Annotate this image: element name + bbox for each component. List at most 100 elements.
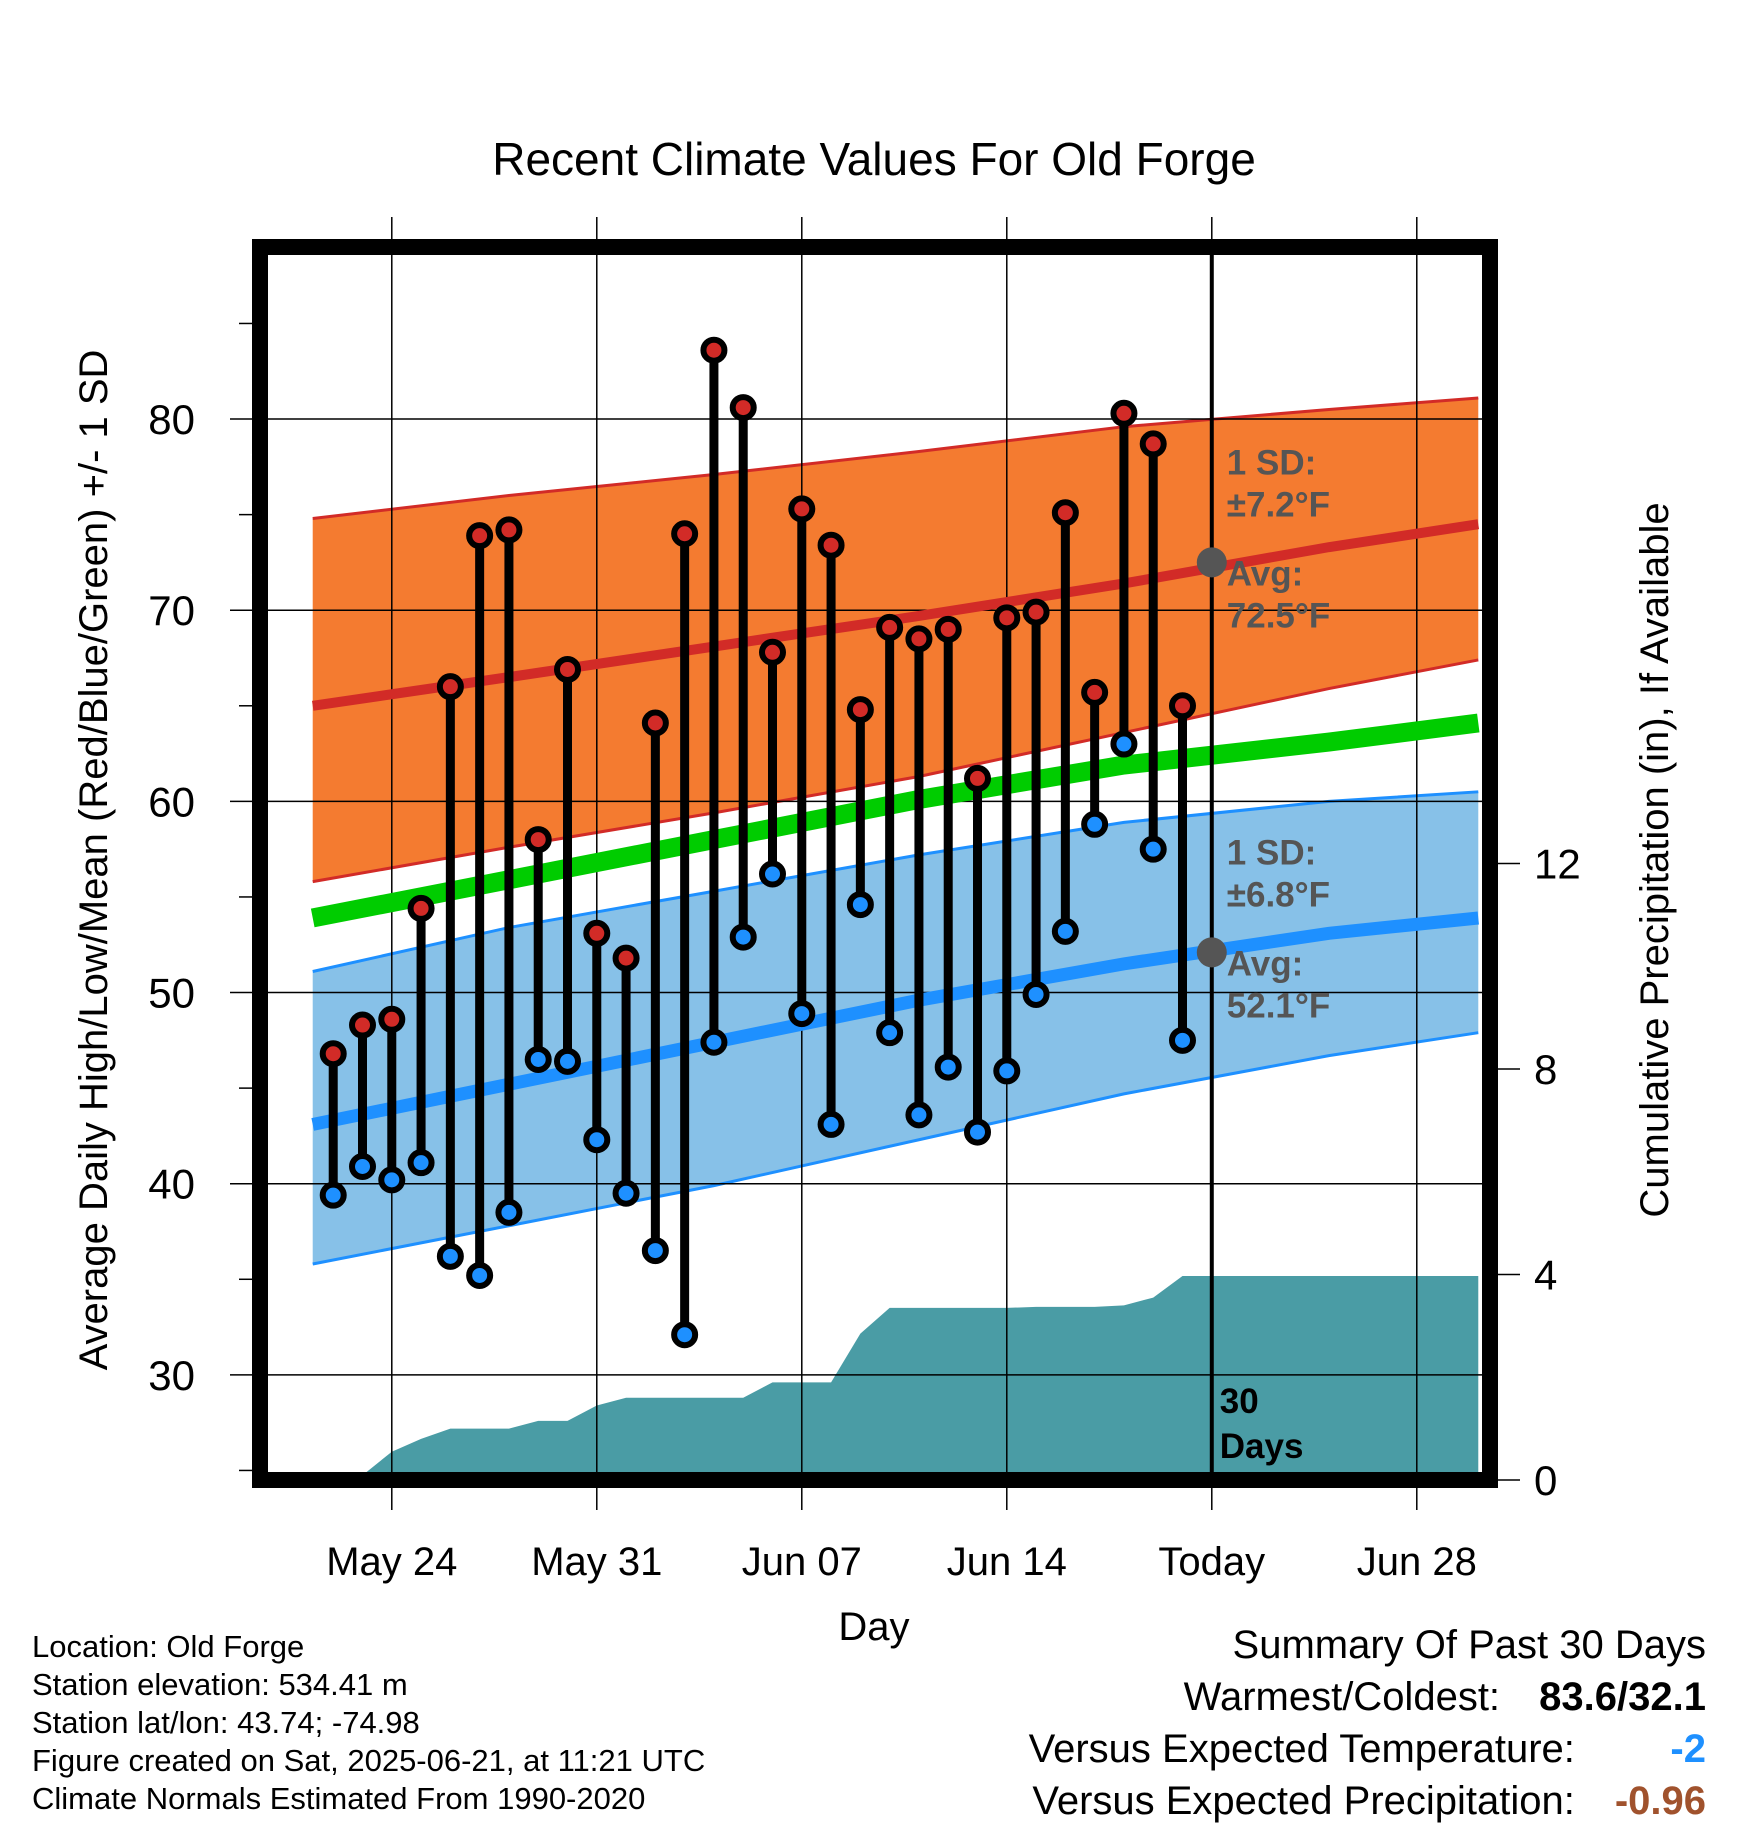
high-temp-marker (466, 522, 494, 550)
y-tick-label: 40 (148, 1161, 195, 1208)
high-temp-marker (612, 944, 640, 972)
high-avg-label: Avg: (1227, 554, 1303, 593)
y2-tick-label: 8 (1534, 1046, 1557, 1093)
high-temp-marker (700, 336, 728, 364)
low-avg-label: Avg: (1227, 944, 1303, 983)
low-temp-marker (466, 1261, 494, 1289)
high-temp-marker (1110, 399, 1138, 427)
high-sd-upper-line (312, 396, 1479, 520)
high-temp-marker (1139, 430, 1167, 458)
low-temp-marker (583, 1126, 611, 1154)
low-temp-marker (905, 1101, 933, 1129)
elevation-text: Station elevation: 534.41 m (32, 1667, 408, 1702)
high-temp-marker (1081, 678, 1109, 706)
high-temp-marker (817, 531, 845, 559)
high-temp-marker (319, 1040, 347, 1068)
low-temp-marker (876, 1019, 904, 1047)
warmest-coldest-value: 83.6/32.1 (1539, 1675, 1706, 1719)
low-temp-marker (1169, 1026, 1196, 1054)
high-temp-marker (1169, 692, 1196, 720)
low-temp-marker (700, 1028, 728, 1056)
high-temp-marker (846, 696, 874, 724)
high-sd-value: ±7.2°F (1227, 486, 1330, 525)
low-temp-marker (641, 1237, 669, 1265)
high-temp-marker (495, 516, 523, 544)
precip-label: Versus Expected Precipitation: (1032, 1779, 1575, 1823)
y2-tick-label: 0 (1534, 1457, 1557, 1504)
plot-frame (252, 239, 1498, 1488)
x-tick-label: Jun 07 (742, 1540, 862, 1584)
normals-text: Climate Normals Estimated From 1990-2020 (32, 1781, 646, 1816)
x-tick-label: Jun 28 (1357, 1540, 1477, 1584)
high-temp-marker (524, 826, 552, 854)
x-axis-label: Day (838, 1605, 909, 1649)
low-temp-marker (1110, 730, 1138, 758)
low-temp-marker (964, 1118, 991, 1146)
low-temp-marker (729, 923, 757, 951)
location-text: Location: Old Forge (32, 1629, 305, 1664)
high-avg-value: 72.5°F (1227, 596, 1331, 635)
high-temp-marker (729, 394, 757, 422)
high-temp-marker (407, 894, 435, 922)
temp-value: -2 (1670, 1727, 1706, 1771)
high-temp-marker (876, 613, 904, 641)
x-tick-label: Jun 14 (947, 1540, 1067, 1584)
high-temp-marker (905, 625, 933, 653)
y2-tick-label: 4 (1534, 1252, 1557, 1299)
x-tick-label: May 24 (326, 1540, 457, 1584)
low-temp-marker (612, 1179, 640, 1207)
low-temp-marker (1081, 810, 1109, 838)
days-count-label: 30 (1220, 1382, 1259, 1421)
high-temp-marker (641, 709, 669, 737)
summary-title: Summary Of Past 30 Days (1232, 1623, 1706, 1667)
low-temp-marker (993, 1057, 1021, 1085)
high-temp-marker (788, 495, 816, 523)
high-sd-band (312, 398, 1479, 882)
low-temp-marker (495, 1198, 523, 1226)
low-temp-marker (846, 891, 874, 919)
low-temp-marker (524, 1045, 552, 1073)
low-temp-marker (319, 1181, 347, 1209)
high-temp-marker (759, 638, 786, 666)
low-temp-marker (407, 1149, 435, 1177)
x-tick-label: May 31 (531, 1540, 662, 1584)
y-tick-label: 70 (148, 587, 195, 634)
high-temp-marker (993, 604, 1021, 632)
today-high-avg-dot (1196, 547, 1227, 578)
y-tick-label: 30 (148, 1352, 195, 1399)
low-sd-label: 1 SD: (1227, 833, 1316, 872)
low-temp-marker (671, 1321, 699, 1349)
y-axis-label: Average Daily High/Low/Mean (Red/Blue/Gr… (72, 350, 116, 1371)
high-temp-marker (964, 764, 991, 792)
low-temp-marker (378, 1166, 406, 1194)
summary-temperature: Versus Expected Temperature: -2 (1029, 1727, 1706, 1772)
today-low-avg-dot (1196, 937, 1227, 968)
low-temp-marker (436, 1242, 464, 1270)
low-temp-marker (1022, 980, 1050, 1008)
high-sd-label: 1 SD: (1227, 443, 1316, 482)
high-temp-marker (554, 655, 581, 683)
temp-label: Versus Expected Temperature: (1028, 1727, 1575, 1771)
high-temp-marker (583, 919, 611, 947)
warmest-coldest-label: Warmest/Coldest: (1183, 1675, 1501, 1719)
x-tick-label: Today (1158, 1540, 1265, 1584)
low-avg-value: 52.1°F (1227, 986, 1331, 1025)
low-temp-marker (554, 1047, 581, 1075)
y2-axis-label: Cumulative Precipitation (in), If Availa… (1633, 502, 1677, 1217)
precip-area (312, 1276, 1479, 1480)
low-temp-marker (1051, 917, 1079, 945)
y-tick-label: 60 (148, 778, 195, 825)
latlon-text: Station lat/lon: 43.74; -74.98 (32, 1705, 420, 1740)
y-tick-label: 80 (148, 396, 195, 443)
high-temp-marker (934, 615, 962, 643)
low-temp-marker (349, 1152, 376, 1180)
low-temp-marker (1139, 835, 1167, 863)
chart-title: Recent Climate Values For Old Forge (492, 133, 1256, 185)
y-tick-label: 50 (148, 970, 195, 1017)
low-temp-marker (817, 1110, 845, 1138)
high-temp-marker (1051, 499, 1079, 527)
summary-precipitation: Versus Expected Precipitation: -0.96 (1032, 1779, 1706, 1824)
high-temp-marker (1022, 598, 1050, 626)
low-sd-value: ±6.8°F (1227, 876, 1330, 915)
